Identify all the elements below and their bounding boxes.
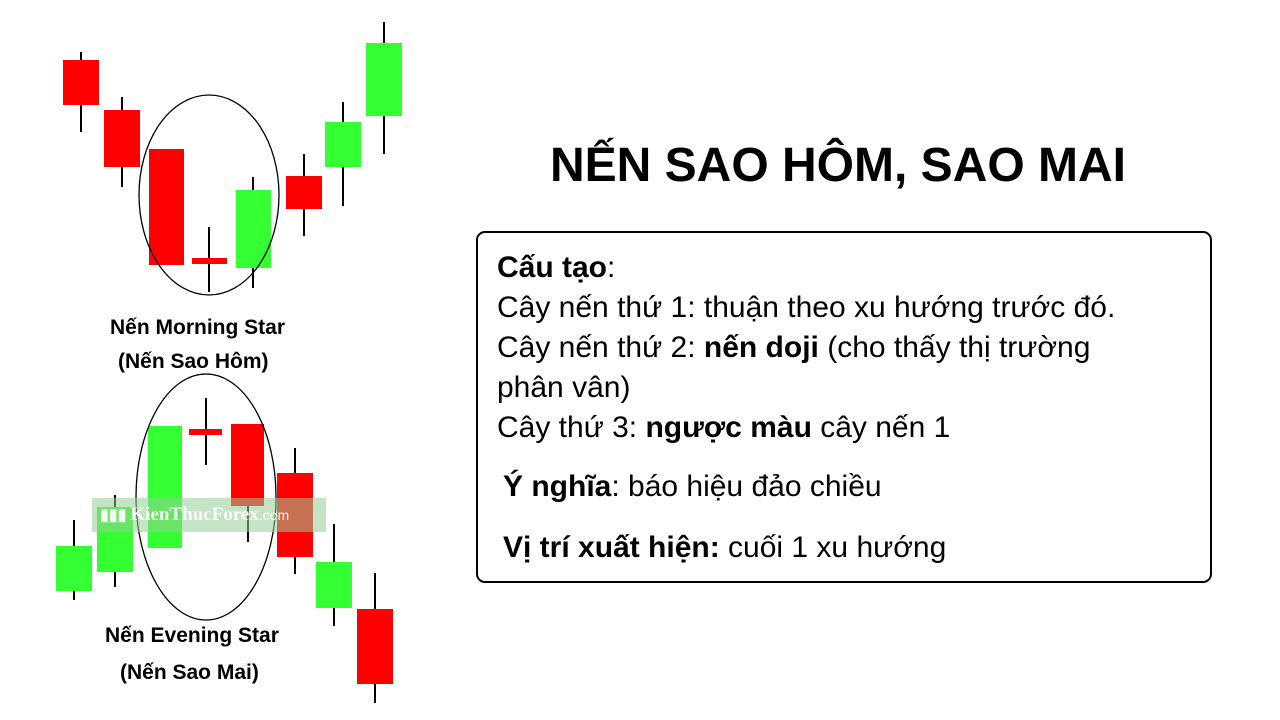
bearish-candle [286,176,322,209]
meaning-line: Ý nghĩa: báo hiệu đảo chiều [503,467,882,507]
structure-heading: Cấu tạo: [497,248,615,288]
candle2-suffix: (cho thấy thị trường [818,331,1091,364]
bearish-candle [63,60,99,105]
candle2-prefix: Cây nến thứ 2: [497,331,704,364]
evening-star-pattern [56,373,393,703]
bullish-candle [56,546,92,591]
position-text: cuối 1 xu hướng [719,531,947,564]
position-label: Vị trí xuất hiện: [503,531,720,564]
bullish-candle [325,122,361,167]
bearish-candle-1 [149,149,184,265]
meaning-text: : báo hiệu đảo chiều [611,470,882,503]
candle3-prefix: Cây thứ 3: [497,411,646,444]
bullish-candle-3 [236,190,271,268]
chart-bars-icon: ▮▮▮ [100,507,127,524]
candle3-line: Cây thứ 3: ngược màu cây nến 1 [497,408,950,448]
candle3-bold: ngược màu [645,411,812,444]
watermark-suffix: .com [258,507,290,523]
candle2-line: Cây nến thứ 2: nến doji (cho thấy thị tr… [497,328,1090,368]
position-line: Vị trí xuất hiện: cuối 1 xu hướng [503,528,946,568]
candle2-continuation: phân vân) [497,371,631,404]
bearish-candle-3 [231,424,264,506]
evening-star-caption: Nến Evening Star [105,624,279,647]
candle1-line: Cây nến thứ 1: thuận theo xu hướng trước… [497,291,1116,324]
structure-label: Cấu tạo [497,251,608,284]
page-title: NẾN SAO HÔM, SAO MAI [549,139,1127,192]
bullish-candle [316,562,352,608]
bearish-candle [357,609,393,684]
structure-colon: : [607,251,616,284]
candle3-suffix: cây nến 1 [811,411,951,444]
bearish-candle [104,110,140,167]
morning-star-subcaption: (Nến Sao Hôm) [118,350,269,373]
info-box [476,231,1212,583]
doji-candle [192,258,227,264]
highlight-ellipse [138,94,280,296]
candle2-bold: nến doji [703,331,819,364]
morning-star-pattern [63,22,402,296]
highlight-ellipse [135,373,277,621]
meaning-label: Ý nghĩa [503,470,612,503]
morning-star-caption: Nến Morning Star [110,316,286,339]
bullish-candle [366,43,402,116]
watermark-text: KienThucForex [130,504,259,525]
evening-star-subcaption: (Nến Sao Mai) [120,661,259,684]
watermark: ▮▮▮ KienThucForex .com [92,498,326,532]
doji-candle [189,429,222,435]
